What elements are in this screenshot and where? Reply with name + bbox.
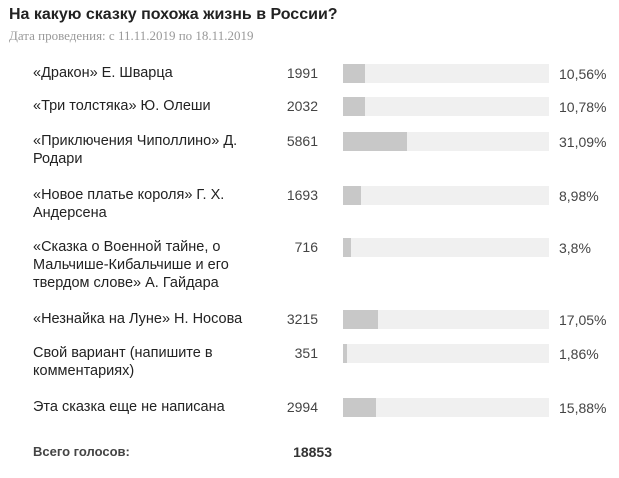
bar — [343, 238, 351, 257]
total-votes-label: Всего голосов: — [33, 444, 130, 459]
bar — [343, 398, 376, 417]
bar — [343, 132, 407, 151]
option-label: «Незнайка на Луне» Н. Носова — [33, 311, 243, 327]
bar — [343, 344, 347, 363]
poll-title: На какую сказку похожа жизнь в России? — [9, 6, 338, 23]
bar — [343, 186, 361, 205]
option-label: «Сказка о Военной тайне, о Мальчише-Киба… — [33, 239, 229, 291]
bar-track — [343, 97, 549, 116]
option-label: «Приключения Чиполлино» Д. Родари — [33, 133, 238, 167]
option-label: «Три толстяка» Ю. Олеши — [33, 98, 211, 114]
vote-count: 1991 — [286, 65, 318, 81]
vote-count: 351 — [294, 345, 318, 361]
bar-track — [343, 310, 549, 329]
vote-count: 2994 — [286, 399, 318, 415]
bar-track — [343, 186, 549, 205]
vote-count: 1693 — [286, 187, 318, 203]
poll-date: Дата проведения: с 11.11.2019 по 18.11.2… — [9, 28, 254, 43]
percent-label: 31,09% — [559, 134, 607, 150]
vote-count: 2032 — [286, 98, 318, 114]
bar-track — [343, 344, 549, 363]
vote-count: 5861 — [286, 133, 318, 149]
percent-label: 3,8% — [559, 240, 591, 256]
bar-track — [343, 238, 549, 257]
bar-track — [343, 132, 549, 151]
percent-label: 1,86% — [559, 346, 599, 362]
percent-label: 8,98% — [559, 188, 599, 204]
option-label: Свой вариант (напишите в комментариях) — [33, 345, 213, 379]
bar — [343, 310, 378, 329]
percent-label: 10,56% — [559, 66, 607, 82]
bar — [343, 97, 365, 116]
percent-label: 17,05% — [559, 312, 607, 328]
vote-count: 3215 — [286, 311, 318, 327]
option-label: «Новое платье короля» Г. Х. Андерсена — [33, 187, 225, 221]
option-label: «Дракон» Е. Шварца — [33, 65, 173, 81]
bar — [343, 64, 365, 83]
bar-track — [343, 398, 549, 417]
option-label: Эта сказка еще не написана — [33, 399, 225, 415]
total-votes-value: 18853 — [293, 444, 332, 460]
percent-label: 15,88% — [559, 400, 607, 416]
percent-label: 10,78% — [559, 99, 607, 115]
bar-track — [343, 64, 549, 83]
vote-count: 716 — [294, 239, 318, 255]
